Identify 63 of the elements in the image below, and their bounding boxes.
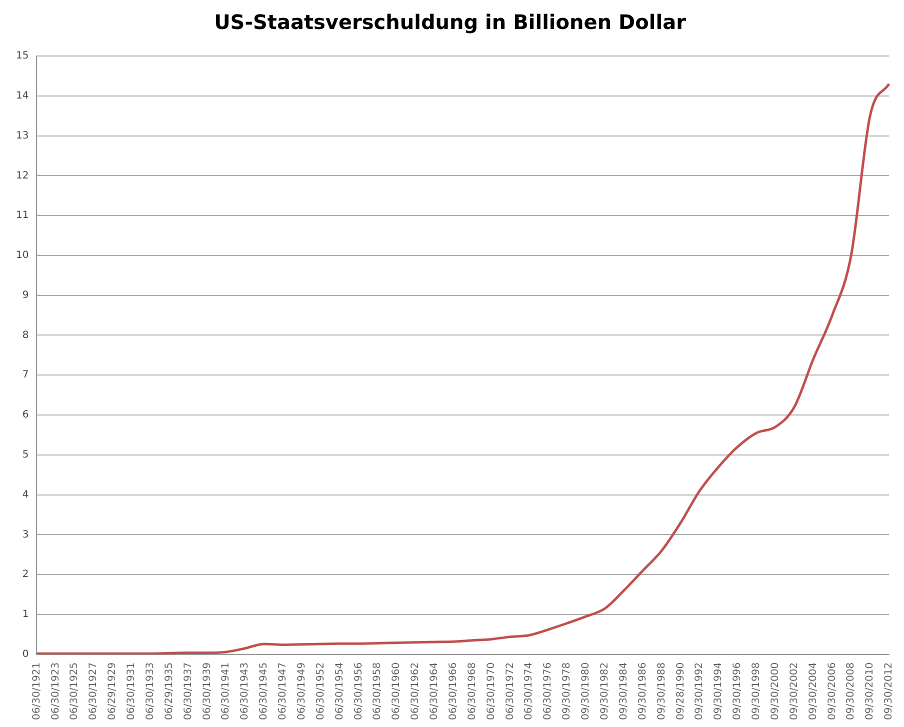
x-tick-label: 06/30/1941 — [220, 662, 232, 720]
chart-title: US-Staatsverschuldung in Billionen Dollar — [214, 10, 686, 34]
x-tick-label: 09/30/2006 — [826, 662, 838, 720]
x-tick-label: 09/28/1990 — [675, 662, 686, 720]
x-tick-label: 06/30/1962 — [410, 662, 422, 720]
x-tick-label: 09/30/1984 — [618, 662, 630, 720]
x-tick-label: 09/30/2012 — [884, 662, 895, 720]
x-tick-label: 06/30/1947 — [278, 662, 289, 720]
x-tick-label: 06/30/1952 — [315, 662, 326, 720]
x-tick-label: 06/29/1935 — [164, 662, 175, 720]
x-tick-label: 06/30/1976 — [542, 662, 554, 720]
x-tick-label: 06/30/1968 — [466, 662, 478, 720]
x-tick-label: 09/30/2010 — [864, 662, 876, 720]
x-tick-label: 06/30/1945 — [258, 662, 270, 720]
y-tick-label: 11 — [16, 210, 29, 222]
x-tick-label: 06/29/1929 — [107, 662, 118, 720]
x-tick-label: 09/30/2008 — [846, 662, 857, 720]
x-tick-label: 06/30/1956 — [353, 662, 364, 720]
x-tick-label: 06/30/1931 — [126, 662, 138, 720]
x-tick-label: 06/30/1943 — [240, 662, 251, 720]
x-tick-label: 09/30/2002 — [788, 662, 800, 720]
x-tick-label: 09/30/1992 — [694, 662, 706, 720]
y-tick-label: 3 — [22, 529, 29, 540]
x-tick-label: 06/30/1960 — [391, 662, 402, 720]
x-tick-label: 06/30/1966 — [448, 662, 459, 720]
y-tick-label: 6 — [22, 410, 29, 421]
x-tick-label: 09/30/2004 — [808, 662, 819, 720]
x-tick-label: 06/30/1974 — [524, 662, 535, 720]
y-tick-label: 9 — [22, 290, 29, 301]
x-tick-label: 06/30/1958 — [372, 662, 384, 720]
x-tick-label: 06/30/1921 — [31, 662, 42, 720]
y-tick-label: 1 — [22, 609, 29, 620]
y-tick-label: 5 — [22, 450, 29, 461]
x-tick-label: 06/30/1933 — [144, 662, 156, 720]
x-tick-label: 09/30/1982 — [600, 662, 610, 720]
x-tick-label: 09/30/1988 — [656, 662, 668, 720]
y-tick-label: 7 — [22, 370, 29, 381]
x-tick-label: 06/30/1927 — [88, 662, 100, 720]
y-tick-label: 8 — [22, 330, 29, 341]
x-tick-label: 09/30/1998 — [751, 662, 762, 720]
x-tick-label: 06/30/1949 — [296, 662, 308, 720]
x-tick-label: 06/30/1964 — [429, 662, 440, 720]
y-tick-label: 15 — [16, 50, 29, 62]
x-tick-label: 06/30/1972 — [504, 662, 516, 720]
y-tick-label: 2 — [22, 569, 29, 580]
x-tick-label: 09/30/1994 — [713, 662, 724, 720]
y-tick-label: 12 — [16, 170, 29, 182]
x-tick-label: 09/30/1986 — [637, 662, 648, 720]
y-tick-label: 14 — [16, 90, 29, 102]
y-tick-label: 10 — [16, 250, 29, 262]
x-tick-label: 06/30/1923 — [50, 662, 62, 720]
x-tick-label: 09/30/2000 — [770, 662, 781, 720]
x-tick-label: 06/30/1970 — [486, 662, 497, 720]
x-tick-label: 06/30/1954 — [334, 662, 346, 720]
x-tick-label: 06/30/1937 — [182, 662, 194, 720]
x-tick-label: 09/30/1978 — [562, 662, 573, 720]
y-tick-label: 4 — [22, 489, 29, 500]
y-tick-label: 13 — [16, 130, 29, 142]
y-tick-label: 0 — [22, 648, 29, 660]
x-tick-label: 06/30/1939 — [202, 662, 213, 720]
x-tick-label: 09/30/1980 — [580, 662, 592, 720]
x-tick-label: 06/30/1925 — [69, 662, 80, 720]
x-tick-label: 09/30/1996 — [732, 662, 744, 720]
